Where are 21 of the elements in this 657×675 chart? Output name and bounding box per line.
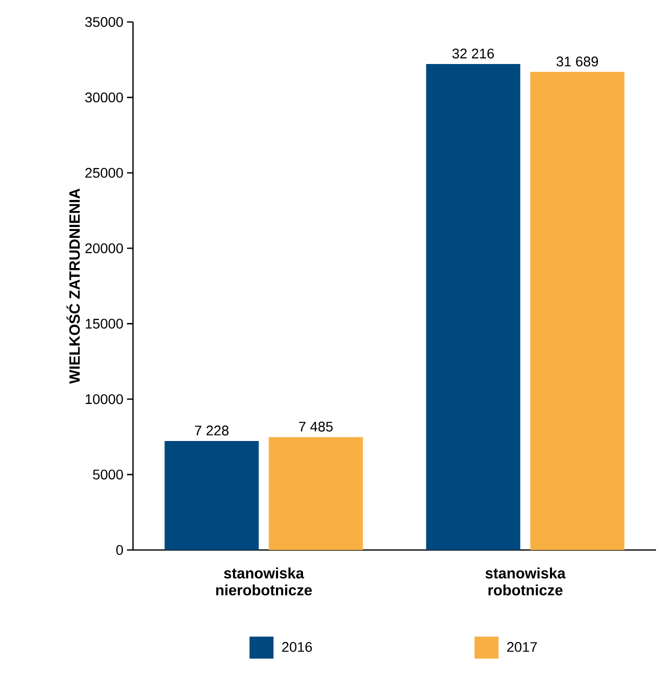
y-tick-label: 15000: [86, 318, 124, 329]
y-tick-label: 35000: [85, 17, 124, 27]
bar: [426, 64, 520, 550]
y-tick-label: 30000: [85, 92, 124, 102]
y-tick-label: 5000: [93, 470, 124, 480]
legend-label: 2016: [282, 642, 312, 652]
legend-label: 2017: [507, 642, 537, 652]
y-tick-label: 25000: [86, 168, 124, 178]
data-label: 7 228: [195, 426, 229, 436]
y-tick-label: 0: [116, 545, 124, 555]
data-label: 7 485: [299, 422, 333, 432]
bar: [530, 72, 625, 550]
data-label: 32 216: [452, 48, 494, 58]
y-axis-title: WIELKOŚĆ ZATRUDNIENIA: [66, 188, 80, 384]
bar: [268, 437, 364, 550]
y-tick-label: 10000: [86, 394, 124, 404]
y-tick-label: 20000: [86, 243, 124, 254]
x-tick-label: stanowiska robotnicze: [486, 568, 566, 596]
bar: [164, 440, 259, 550]
x-tick-label: stanowiska nierobotnicze: [216, 568, 312, 596]
data-label: 31 689: [556, 56, 598, 66]
